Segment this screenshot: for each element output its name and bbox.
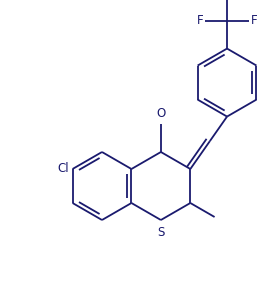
- Text: F: F: [251, 14, 258, 27]
- Text: S: S: [157, 226, 165, 239]
- Text: F: F: [196, 14, 203, 27]
- Text: O: O: [156, 107, 166, 120]
- Text: Cl: Cl: [57, 163, 69, 176]
